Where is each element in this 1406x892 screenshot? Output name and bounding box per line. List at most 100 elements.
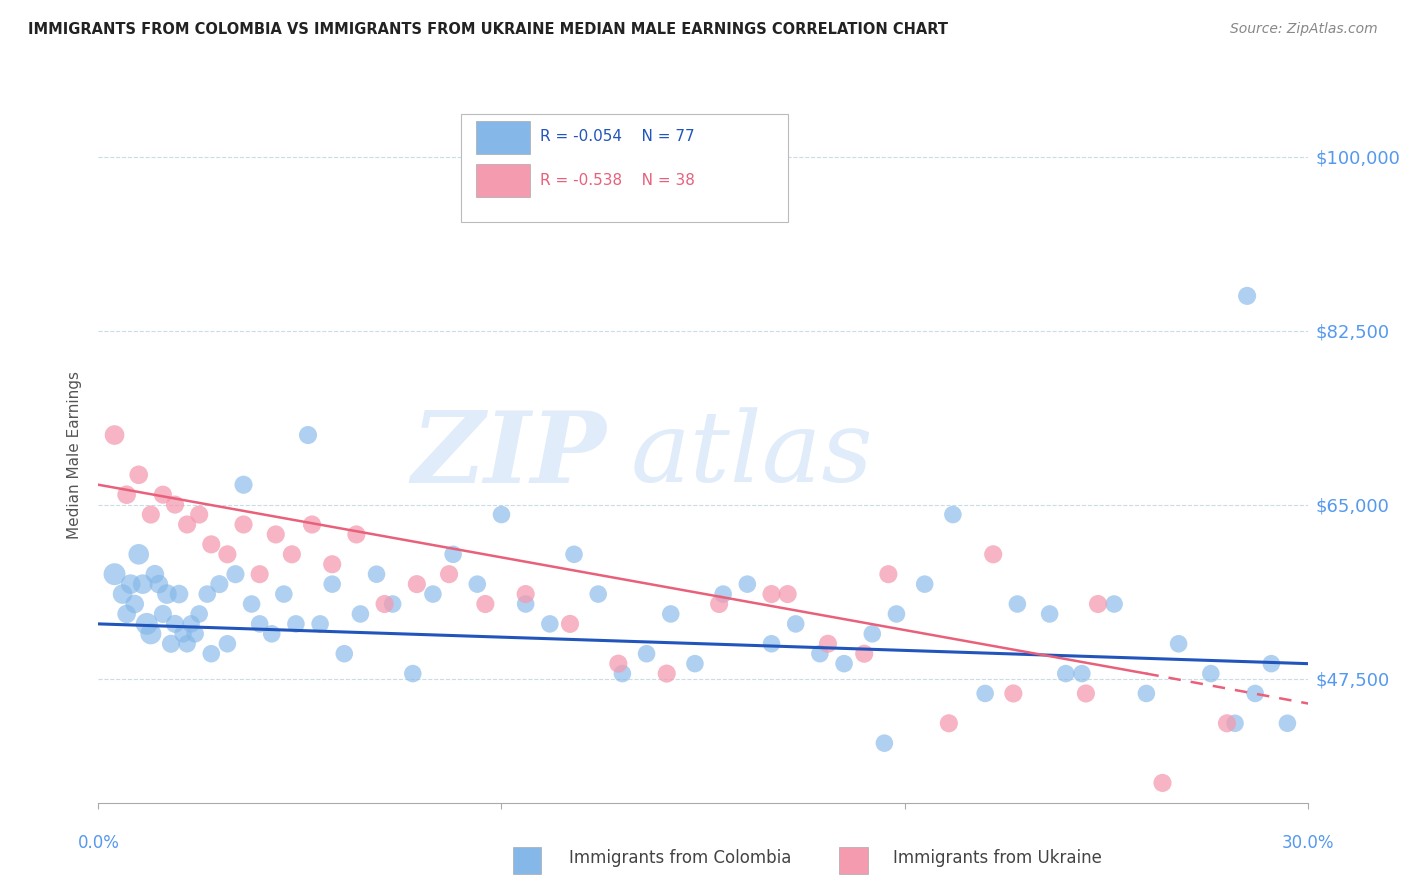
Text: R = -0.054    N = 77: R = -0.054 N = 77: [540, 129, 695, 145]
Point: [942, 508, 965, 522]
Point: [1135, 686, 1157, 700]
Point: [405, 577, 427, 591]
Point: [111, 587, 134, 601]
Point: [607, 657, 630, 671]
Point: [1167, 637, 1189, 651]
Point: [515, 597, 537, 611]
Point: [167, 587, 190, 601]
Point: [817, 637, 839, 651]
Point: [437, 567, 460, 582]
Point: [981, 547, 1004, 561]
Point: [273, 587, 295, 601]
Point: [366, 567, 388, 582]
Point: [402, 666, 425, 681]
Text: Immigrants from Ukraine: Immigrants from Ukraine: [872, 849, 1101, 867]
Text: Source: ZipAtlas.com: Source: ZipAtlas.com: [1230, 22, 1378, 37]
Point: [586, 587, 609, 601]
Point: [176, 517, 198, 532]
Point: [761, 587, 783, 601]
Point: [139, 508, 162, 522]
Point: [284, 616, 307, 631]
Point: [128, 547, 150, 561]
Point: [1260, 657, 1282, 671]
Point: [1152, 776, 1174, 790]
Point: [707, 597, 730, 611]
Point: [172, 627, 194, 641]
Point: [132, 577, 155, 591]
Point: [160, 637, 183, 651]
Point: [103, 428, 125, 442]
Point: [156, 587, 179, 601]
Point: [321, 558, 343, 572]
Point: [143, 567, 166, 582]
Point: [1199, 666, 1222, 681]
Point: [349, 607, 371, 621]
Point: [974, 686, 997, 700]
Point: [877, 567, 900, 582]
Point: [333, 647, 356, 661]
Point: [515, 587, 537, 601]
Point: [612, 666, 634, 681]
Point: [381, 597, 404, 611]
Point: [1223, 716, 1246, 731]
Point: [184, 627, 207, 641]
Point: [264, 527, 287, 541]
Point: [914, 577, 936, 591]
Point: [1074, 686, 1097, 700]
Point: [776, 587, 799, 601]
Point: [538, 616, 561, 631]
Point: [441, 547, 464, 561]
Point: [217, 637, 239, 651]
Point: [465, 577, 488, 591]
Point: [163, 498, 186, 512]
Point: [232, 477, 254, 491]
Point: [124, 597, 146, 611]
Point: [886, 607, 908, 621]
Point: [249, 616, 271, 631]
Point: [1244, 686, 1267, 700]
Text: IMMIGRANTS FROM COLOMBIA VS IMMIGRANTS FROM UKRAINE MEDIAN MALE EARNINGS CORRELA: IMMIGRANTS FROM COLOMBIA VS IMMIGRANTS F…: [28, 22, 948, 37]
Point: [232, 517, 254, 532]
Point: [281, 547, 304, 561]
Text: 0.0%: 0.0%: [77, 834, 120, 852]
Point: [321, 577, 343, 591]
Point: [103, 567, 125, 582]
Point: [208, 577, 231, 591]
Point: [1236, 289, 1258, 303]
Point: [309, 616, 332, 631]
FancyBboxPatch shape: [461, 114, 787, 222]
Point: [139, 627, 162, 641]
Point: [148, 577, 170, 591]
Point: [297, 428, 319, 442]
Point: [1007, 597, 1029, 611]
Point: [737, 577, 759, 591]
Point: [832, 657, 855, 671]
Text: Immigrants from Colombia: Immigrants from Colombia: [548, 849, 792, 867]
Point: [659, 607, 682, 621]
Point: [711, 587, 734, 601]
Point: [301, 517, 323, 532]
Point: [200, 537, 222, 551]
Text: atlas: atlas: [630, 408, 873, 502]
Point: [128, 467, 150, 482]
Point: [558, 616, 581, 631]
Point: [683, 657, 706, 671]
Point: [135, 616, 157, 631]
Point: [152, 607, 174, 621]
Point: [491, 508, 513, 522]
Point: [163, 616, 186, 631]
Point: [260, 627, 283, 641]
Point: [180, 616, 202, 631]
Point: [195, 587, 218, 601]
Point: [873, 736, 896, 750]
Point: [152, 488, 174, 502]
Bar: [475, 164, 530, 197]
Text: R = -0.538    N = 38: R = -0.538 N = 38: [540, 173, 695, 188]
Point: [1102, 597, 1125, 611]
Point: [249, 567, 271, 582]
Point: [1216, 716, 1239, 731]
Point: [115, 607, 138, 621]
Point: [120, 577, 142, 591]
Point: [188, 607, 211, 621]
Point: [240, 597, 263, 611]
